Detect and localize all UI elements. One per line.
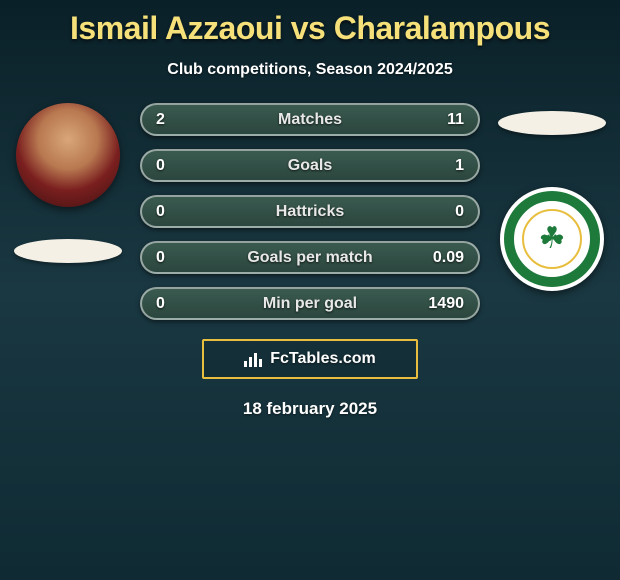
nation-ellipse-right [498,111,606,135]
stat-value-right: 1 [420,157,464,175]
stat-value-left: 0 [156,249,200,267]
root: Ismail Azzaoui vs Charalampous Club comp… [0,0,620,580]
stat-label: Min per goal [263,295,357,313]
stat-value-right: 1490 [420,295,464,313]
page-subtitle: Club competitions, Season 2024/2025 [8,61,612,79]
brand-box: FcTables.com [202,339,418,379]
club-badge-year: 1948 [542,233,562,243]
stat-label: Matches [278,111,342,129]
stat-bar: 0 Goals 1 [140,149,480,182]
stat-label: Hattricks [276,203,344,221]
bar-chart-icon [244,351,264,367]
stat-value-right: 11 [420,111,464,129]
stat-value-left: 0 [156,295,200,313]
stat-label: Goals per match [247,249,372,267]
stat-label: Goals [288,157,332,175]
club-badge-right: ☘ 1948 [500,187,604,291]
date-line: 18 february 2025 [8,399,612,419]
page-title: Ismail Azzaoui vs Charalampous [8,10,612,47]
nation-ellipse-left [14,239,122,263]
stat-value-left: 0 [156,203,200,221]
player-avatar-left [16,103,120,207]
stats-bars: 2 Matches 11 0 Goals 1 0 Hattricks 0 0 Goals per m… [126,103,494,333]
left-player-col [10,103,126,263]
stat-value-right: 0.09 [420,249,464,267]
stat-bar: 0 Min per goal 1490 [140,287,480,320]
comparison-row: 2 Matches 11 0 Goals 1 0 Hattricks 0 0 Goals per m… [8,103,612,333]
stat-bar: 0 Hattricks 0 [140,195,480,228]
brand-text: FcTables.com [270,350,376,368]
stat-value-right: 0 [420,203,464,221]
stat-bar: 0 Goals per match 0.09 [140,241,480,274]
stat-value-left: 0 [156,157,200,175]
stat-value-left: 2 [156,111,200,129]
right-player-col: ☘ 1948 [494,103,610,291]
stat-bar: 2 Matches 11 [140,103,480,136]
